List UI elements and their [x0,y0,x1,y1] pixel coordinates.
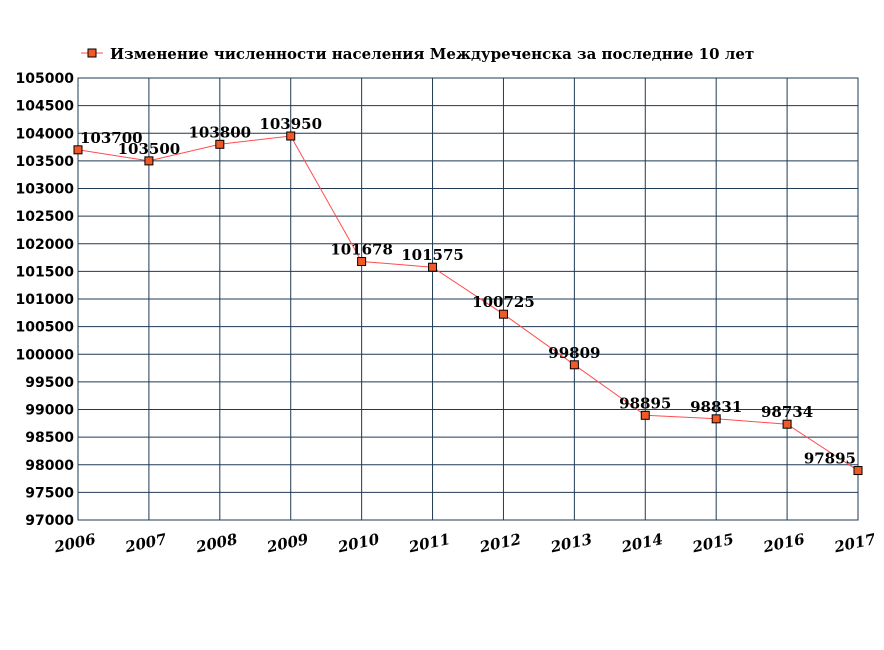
data-label: 97895 [804,450,856,468]
y-tick-label: 98500 [25,430,74,446]
x-tick-label: 2013 [548,530,594,556]
x-tick-label: 2006 [52,530,98,557]
y-tick-label: 99500 [25,375,74,391]
x-axis-tick-labels: 2006 2007 2008 2009 2010 2011 2012 2013 2014 2015… [52,530,878,557]
y-tick-label: 105000 [16,71,75,87]
legend-marker [87,48,97,58]
x-tick-label: 2009 [264,530,310,557]
x-tick-label: 2011 [406,530,452,556]
data-label: 98831 [690,398,742,416]
data-point-marker [144,156,154,166]
data-label: 98895 [619,394,671,412]
y-tick-label: 97000 [25,513,74,529]
data-label: 98734 [761,403,813,421]
x-tick-label: 2017 [832,530,878,557]
data-point-marker [215,139,225,149]
series-polyline [77,135,859,472]
y-tick-label: 101000 [16,292,75,308]
series-line [77,135,859,472]
y-tick-label: 101500 [16,264,75,280]
data-label: 99809 [548,344,600,362]
data-point-marker [357,257,367,267]
y-tick-label: 102500 [16,209,75,225]
y-tick-label: 102000 [16,237,75,253]
data-point-marker [73,145,83,155]
data-label: 103800 [189,123,252,141]
data-label: 103700 [80,129,143,147]
grid [77,77,859,521]
data-point-marker [498,309,508,319]
y-tick-label: 103500 [16,154,75,170]
x-tick-label: 2012 [477,530,523,556]
data-point-marker [428,262,438,272]
data-label: 101678 [330,241,393,259]
y-tick-label: 100500 [16,320,75,336]
y-tick-label: 104000 [16,126,75,142]
data-label: 101575 [401,246,464,264]
x-tick-label: 2007 [123,530,169,557]
y-tick-label: 98000 [25,458,74,474]
data-label: 100725 [472,293,535,311]
x-tick-label: 2016 [761,530,807,557]
legend: Изменение численности населения Междуреч… [81,45,754,63]
plot-frame [77,77,859,521]
data-point-marker [711,414,721,424]
y-axis-tick-labels: 97000 97500 98000 98500 99000 99500 100000 1005… [16,71,75,529]
x-tick-label: 2015 [690,530,736,556]
data-point-marker [853,466,863,476]
x-tick-label: 2014 [619,530,665,556]
y-tick-label: 97500 [25,485,74,501]
data-point-marker [286,131,296,141]
data-point-marker [640,410,650,420]
y-tick-label: 104500 [16,99,75,115]
x-tick-label: 2008 [194,530,240,557]
series-markers [73,131,863,476]
y-tick-label: 100000 [16,347,75,363]
data-label: 103500 [118,140,181,158]
data-label: 103950 [259,115,322,133]
data-point-marker [569,360,579,370]
legend-label: Изменение численности населения Междуреч… [110,45,754,63]
data-point-marker [782,419,792,429]
x-tick-label: 2010 [335,530,381,557]
y-tick-label: 99000 [25,403,74,419]
y-tick-label: 103000 [16,182,75,198]
